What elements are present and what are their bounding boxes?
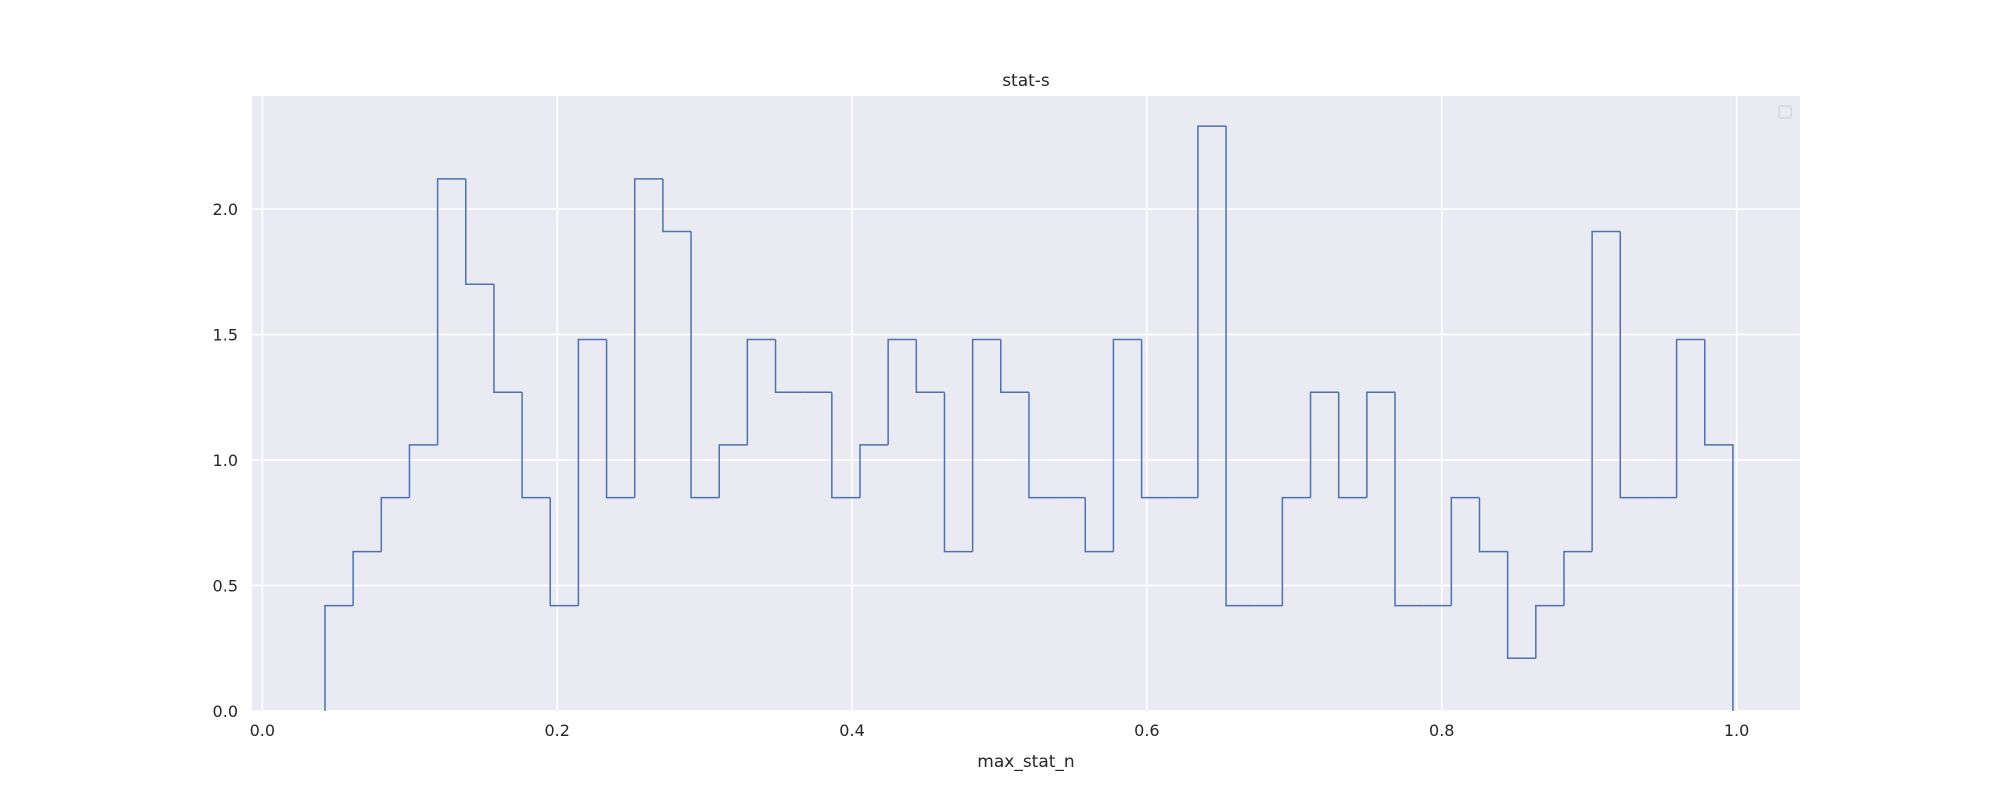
- histogram-bin-step: [352, 550, 382, 606]
- histogram-bin-step: [577, 338, 607, 606]
- histogram-bin-step: [324, 604, 354, 711]
- grid-lines: [252, 96, 1800, 712]
- y-tick-label: 0.0: [213, 702, 238, 721]
- histogram-bin-step: [1704, 339, 1734, 711]
- histogram-bin-step: [1535, 604, 1564, 659]
- x-tick-label: 1.0: [1724, 721, 1749, 740]
- histogram-bin-step: [1197, 125, 1227, 498]
- histogram-bin-step: [718, 444, 748, 498]
- x-tick-label: 0.6: [1134, 721, 1159, 740]
- histogram-bin-step: [1084, 497, 1114, 553]
- histogram-bin-step: [1563, 550, 1593, 606]
- histogram-bin-step: [1619, 231, 1649, 499]
- histogram-bin-step: [774, 339, 804, 393]
- x-axis-ticks: 0.0 0.2 0.4 0.6 0.8 1.0: [250, 721, 1750, 740]
- chart-title: stat-s: [1002, 71, 1050, 91]
- y-axis-ticks: 0.0 0.5 1.0 1.5 2.0: [213, 200, 238, 721]
- histogram-bin-step: [1000, 339, 1029, 393]
- histogram-bin-step: [380, 496, 410, 552]
- histogram-bin-step: [1675, 338, 1705, 498]
- histogram-bin-step: [1309, 391, 1339, 498]
- histogram-bin-step: [971, 338, 1001, 552]
- x-tick-label: 0.2: [544, 721, 569, 740]
- histogram-bin-step: [690, 231, 720, 499]
- histogram-bin-step: [746, 338, 776, 445]
- histogram-bin-step: [493, 284, 523, 393]
- histogram-bin-step: [1450, 496, 1480, 606]
- histogram-bin-step: [1281, 496, 1311, 606]
- y-tick-label: 0.5: [213, 576, 238, 595]
- histogram-bin-step: [633, 178, 663, 498]
- x-tick-label: 0.0: [250, 721, 275, 740]
- histogram-bin-step: [1112, 338, 1142, 552]
- y-tick-label: 1.0: [213, 451, 238, 470]
- histogram-bin-step: [465, 178, 494, 286]
- histogram-bin-step: [1028, 392, 1058, 499]
- histogram-bin-step: [943, 392, 973, 553]
- histogram-bin-step: [859, 444, 889, 498]
- x-axis-label: max_stat_n: [977, 752, 1074, 772]
- histogram-bin-step: [1506, 551, 1536, 660]
- histogram-bin-step: [521, 392, 551, 499]
- histogram-bin-step: [408, 444, 438, 498]
- histogram-bin-step: [1591, 230, 1621, 552]
- legend-box: [1778, 105, 1792, 119]
- y-tick-label: 1.5: [213, 325, 238, 344]
- y-tick-label: 2.0: [213, 200, 238, 219]
- histogram-bin-step: [1394, 392, 1424, 607]
- histogram-bin-step: [662, 178, 692, 233]
- histogram-bin-step: [831, 392, 860, 499]
- histogram-bin-step: [887, 338, 917, 445]
- plot-background: [252, 96, 1800, 711]
- histogram-bin-step: [1366, 391, 1396, 498]
- histogram-bin-step: [549, 497, 579, 607]
- histogram-bin-step: [605, 339, 635, 499]
- histogram-bin-step: [1225, 126, 1255, 607]
- x-tick-label: 0.4: [839, 721, 864, 740]
- histogram-bin-step: [1140, 339, 1170, 499]
- histogram-bin-step: [1478, 497, 1508, 553]
- histogram-bin-step: [915, 339, 945, 393]
- histogram-bin-step: [436, 178, 466, 445]
- histogram-marks: [324, 125, 1734, 711]
- histogram-bin-step: [1337, 392, 1367, 499]
- x-tick-label: 0.8: [1429, 721, 1454, 740]
